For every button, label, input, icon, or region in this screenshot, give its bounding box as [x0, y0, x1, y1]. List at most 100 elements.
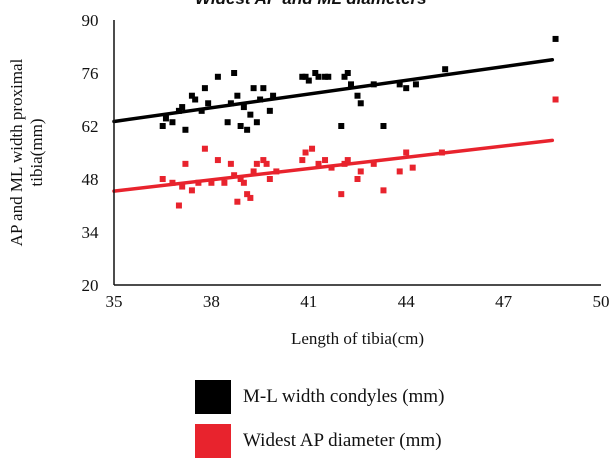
data-point-series-1 — [169, 179, 176, 186]
data-point-series-1 — [370, 160, 377, 167]
data-point-series-0 — [348, 81, 355, 88]
x-tick-label: 47 — [495, 292, 513, 311]
legend-item-ml-width: M-L width condyles (mm) — [195, 380, 444, 414]
y-tick-label: 90 — [82, 11, 99, 30]
data-point-series-0 — [224, 119, 231, 126]
data-point-series-0 — [182, 126, 189, 133]
data-point-series-0 — [253, 119, 260, 126]
data-point-series-1 — [247, 194, 254, 201]
trendline-series-0 — [112, 58, 555, 124]
data-point-series-0 — [312, 70, 319, 76]
data-point-series-0 — [240, 104, 247, 111]
data-point-series-0 — [244, 126, 251, 133]
data-points — [159, 35, 559, 209]
data-point-series-0 — [257, 96, 264, 103]
data-point-series-0 — [305, 77, 312, 84]
y-tick-label: 48 — [82, 170, 99, 189]
data-point-series-1 — [221, 179, 228, 186]
axes — [113, 20, 601, 286]
data-point-series-0 — [325, 73, 332, 80]
data-point-series-0 — [231, 70, 238, 76]
data-point-series-1 — [188, 187, 195, 194]
legend-label-ml-width: M-L width condyles (mm) — [243, 386, 445, 407]
data-point-series-0 — [169, 119, 176, 126]
y-tick-label: 20 — [82, 276, 99, 295]
data-point-series-0 — [344, 70, 351, 76]
data-point-series-0 — [552, 35, 559, 42]
data-point-series-0 — [234, 92, 241, 99]
data-point-series-1 — [409, 164, 416, 171]
data-point-series-0 — [338, 123, 345, 129]
data-point-series-1 — [231, 172, 238, 179]
x-tick-label: 35 — [106, 292, 123, 311]
data-point-series-1 — [299, 157, 306, 164]
data-point-series-1 — [234, 198, 241, 205]
data-point-series-1 — [263, 160, 270, 167]
data-point-series-1 — [322, 157, 329, 164]
data-point-series-0 — [175, 107, 182, 114]
data-point-series-1 — [341, 160, 348, 167]
data-point-series-1 — [344, 157, 351, 164]
y-axis-title: AP and ML width proximal tibia(mm) — [7, 58, 46, 246]
data-point-series-1 — [240, 179, 247, 186]
y-tick-label: 62 — [82, 117, 99, 136]
data-point-series-0 — [322, 73, 329, 80]
data-point-series-0 — [227, 100, 234, 107]
x-tick-label: 38 — [203, 292, 220, 311]
data-point-series-0 — [270, 92, 277, 99]
x-tick-label: 44 — [398, 292, 416, 311]
data-point-series-1 — [380, 187, 387, 194]
data-point-series-0 — [201, 85, 208, 92]
data-point-series-1 — [201, 145, 208, 152]
data-point-series-0 — [442, 66, 449, 73]
data-point-series-0 — [162, 115, 169, 122]
data-point-series-0 — [354, 92, 361, 99]
data-point-series-0 — [260, 85, 267, 92]
data-point-series-1 — [208, 179, 215, 186]
legend-swatch-black — [195, 380, 231, 414]
data-point-series-0 — [188, 92, 195, 99]
x-tick-labels: 35 38 41 44 47 50 — [106, 292, 610, 311]
data-point-series-1 — [250, 168, 257, 175]
data-point-series-1 — [403, 149, 410, 156]
data-point-series-1 — [182, 160, 189, 167]
data-point-series-1 — [179, 183, 186, 190]
trendlines — [112, 58, 555, 193]
data-point-series-0 — [315, 73, 322, 80]
data-point-series-0 — [179, 104, 186, 111]
data-point-series-0 — [403, 85, 410, 92]
data-point-series-1 — [227, 160, 234, 167]
data-point-series-1 — [396, 168, 403, 175]
data-point-series-1 — [214, 157, 221, 164]
data-point-series-1 — [175, 202, 182, 209]
x-tick-label: 50 — [593, 292, 610, 311]
data-point-series-1 — [309, 145, 316, 152]
data-point-series-1 — [338, 191, 345, 198]
data-point-series-1 — [328, 164, 335, 171]
data-point-series-1 — [253, 160, 260, 167]
data-point-series-0 — [380, 123, 387, 129]
data-point-series-1 — [273, 168, 280, 175]
data-point-series-0 — [370, 81, 377, 88]
data-point-series-1 — [315, 160, 322, 167]
chart-title-clipped: Widest AP and ML diameters — [195, 0, 427, 9]
data-point-series-0 — [198, 107, 205, 114]
data-point-series-0 — [357, 100, 364, 107]
data-point-series-0 — [214, 73, 221, 80]
x-axis-title: Length of tibia(cm) — [291, 329, 424, 348]
data-point-series-1 — [354, 176, 361, 182]
y-tick-label: 34 — [82, 223, 100, 242]
data-point-series-0 — [247, 111, 254, 118]
data-point-series-0 — [266, 107, 273, 114]
data-point-series-0 — [302, 73, 309, 80]
data-point-series-0 — [250, 85, 257, 92]
data-point-series-0 — [412, 81, 419, 88]
data-point-series-1 — [266, 176, 273, 182]
data-point-series-1 — [552, 96, 559, 103]
y-tick-label: 76 — [82, 64, 99, 83]
y-tick-labels: 20 34 48 62 76 90 — [82, 11, 100, 295]
data-point-series-1 — [237, 176, 244, 182]
data-point-series-1 — [302, 149, 309, 156]
data-point-series-1 — [357, 168, 364, 175]
legend-swatch-red — [195, 424, 231, 458]
